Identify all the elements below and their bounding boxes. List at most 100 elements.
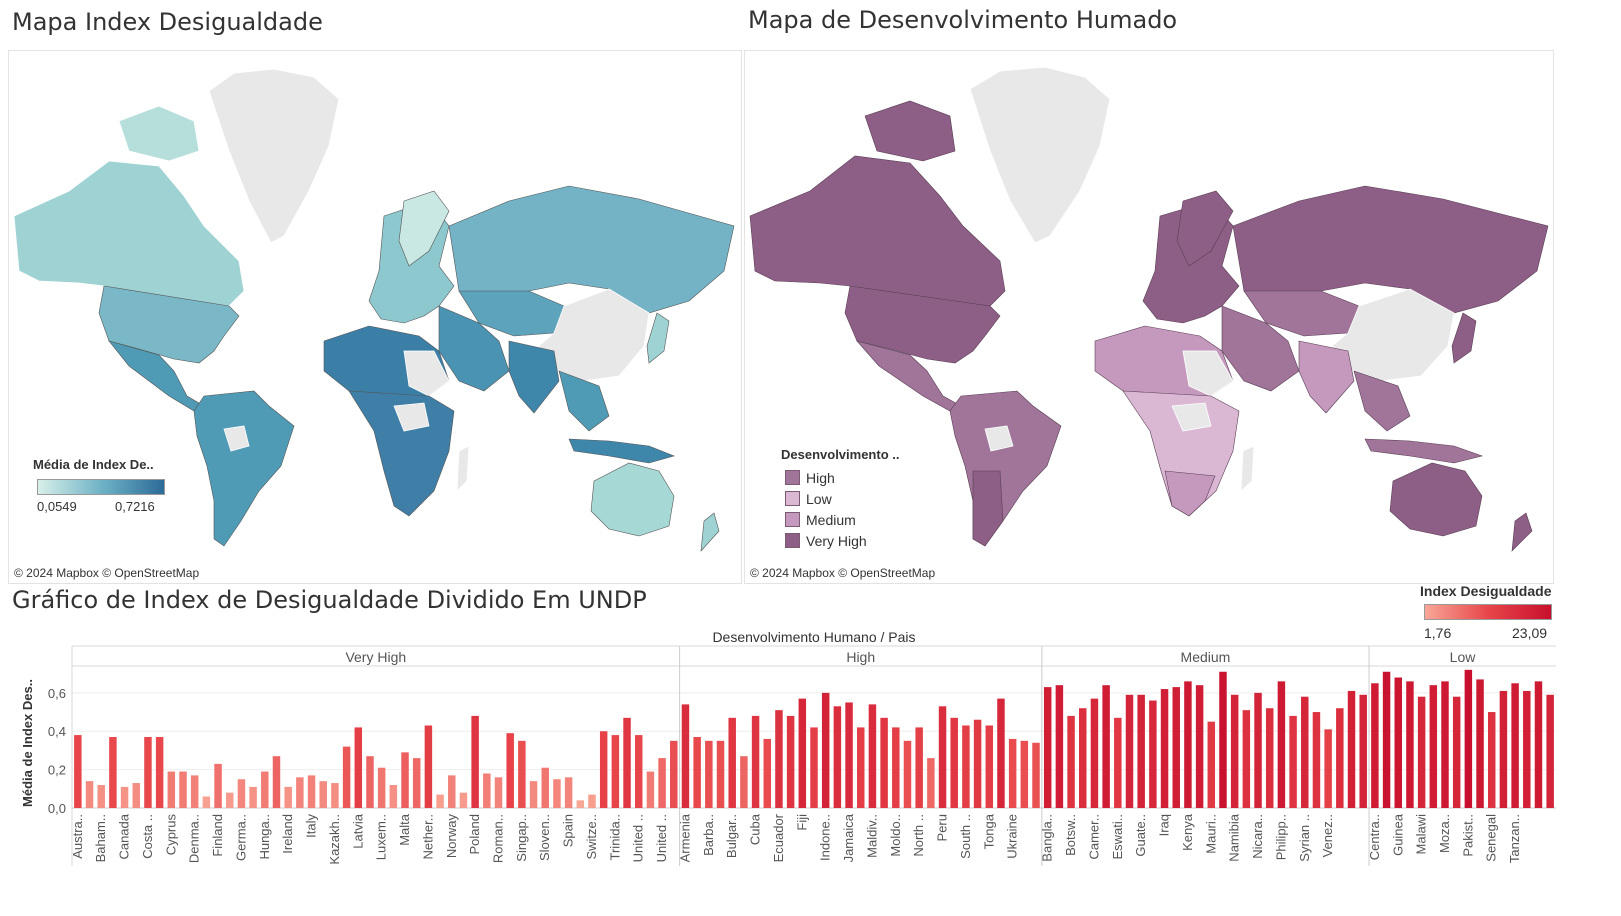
bar-low[interactable] bbox=[1417, 696, 1426, 808]
bar-low[interactable] bbox=[1452, 696, 1461, 808]
bar-very-high[interactable] bbox=[261, 771, 269, 808]
bar-medium[interactable] bbox=[1277, 681, 1286, 808]
group-header-high[interactable]: High bbox=[846, 649, 875, 665]
bar-low[interactable] bbox=[1382, 671, 1391, 808]
bar-chart[interactable]: Desenvolvimento Humano / Pais 0,0 0,2 0,4 0,… bbox=[0, 620, 1621, 916]
africa-center-nodata[interactable] bbox=[1171, 402, 1212, 432]
bar-high[interactable] bbox=[810, 727, 818, 808]
bar-medium[interactable] bbox=[1301, 696, 1309, 808]
bar-medium[interactable] bbox=[1347, 690, 1356, 808]
bar-medium[interactable] bbox=[1219, 671, 1227, 808]
bar-very-high[interactable] bbox=[599, 731, 608, 808]
bar-medium[interactable] bbox=[1184, 681, 1192, 808]
bar-medium[interactable] bbox=[1160, 689, 1169, 808]
bar-very-high[interactable] bbox=[85, 781, 94, 808]
bar-very-high[interactable] bbox=[272, 756, 281, 808]
middle-east[interactable] bbox=[438, 305, 510, 392]
bar-medium[interactable] bbox=[1114, 717, 1122, 808]
usa[interactable] bbox=[98, 285, 240, 364]
bar-very-high[interactable] bbox=[389, 784, 398, 808]
bar-very-high[interactable] bbox=[670, 740, 678, 808]
bar-very-high[interactable] bbox=[588, 794, 596, 808]
group-header-very-high[interactable]: Very High bbox=[345, 649, 406, 665]
bar-medium[interactable] bbox=[1125, 694, 1134, 808]
bar-high[interactable] bbox=[681, 704, 690, 808]
bar-high[interactable] bbox=[915, 727, 923, 808]
africa-nodata[interactable] bbox=[1182, 350, 1234, 397]
bar-high[interactable] bbox=[728, 717, 736, 808]
bar-low[interactable] bbox=[1499, 690, 1508, 808]
map2-legend-item-medium[interactable]: Medium bbox=[785, 509, 867, 530]
bar-very-high[interactable] bbox=[459, 792, 468, 808]
development-map-canvas[interactable] bbox=[745, 51, 1553, 583]
usa[interactable] bbox=[844, 285, 1001, 364]
bar-very-high[interactable] bbox=[623, 717, 631, 808]
bar-low[interactable] bbox=[1441, 681, 1449, 808]
bar-very-high[interactable] bbox=[553, 779, 561, 808]
bar-medium[interactable] bbox=[1102, 685, 1110, 808]
bar-very-high[interactable] bbox=[412, 758, 421, 808]
bar-medium[interactable] bbox=[1172, 687, 1180, 808]
bar-very-high[interactable] bbox=[494, 777, 503, 808]
southeast-asia[interactable] bbox=[1353, 370, 1411, 432]
bar-high[interactable] bbox=[1020, 740, 1029, 808]
bar-medium[interactable] bbox=[1055, 685, 1064, 808]
bar-very-high[interactable] bbox=[401, 752, 409, 808]
bar-high[interactable] bbox=[786, 715, 795, 808]
bar-high[interactable] bbox=[857, 727, 865, 808]
madagascar[interactable] bbox=[456, 445, 470, 493]
bar-medium[interactable] bbox=[1090, 698, 1099, 808]
bar-low[interactable] bbox=[1523, 690, 1531, 808]
bar-medium[interactable] bbox=[1137, 694, 1145, 808]
canada-islands[interactable] bbox=[864, 100, 956, 162]
bar-high[interactable] bbox=[821, 692, 830, 808]
new-zealand[interactable] bbox=[700, 512, 720, 552]
bar-low[interactable] bbox=[1406, 681, 1414, 808]
bar-very-high[interactable] bbox=[611, 735, 620, 808]
bar-very-high[interactable] bbox=[448, 775, 456, 808]
bar-very-high[interactable] bbox=[237, 779, 246, 808]
bar-very-high[interactable] bbox=[144, 737, 152, 808]
bar-very-high[interactable] bbox=[518, 740, 526, 808]
bar-high[interactable] bbox=[985, 725, 994, 808]
south-america[interactable] bbox=[949, 390, 1062, 547]
bar-medium[interactable] bbox=[1230, 694, 1239, 808]
bar-medium[interactable] bbox=[1359, 694, 1367, 808]
southern-cone[interactable] bbox=[972, 470, 1004, 547]
bar-high[interactable] bbox=[833, 706, 842, 808]
bolivia-nodata[interactable] bbox=[984, 425, 1014, 452]
africa-far-south[interactable] bbox=[1164, 470, 1216, 517]
north-america-north[interactable] bbox=[749, 155, 1006, 307]
bar-medium[interactable] bbox=[1207, 721, 1216, 808]
bar-high[interactable] bbox=[962, 725, 970, 808]
bar-high[interactable] bbox=[1008, 738, 1017, 808]
bar-very-high[interactable] bbox=[541, 767, 549, 808]
bar-very-high[interactable] bbox=[202, 796, 211, 808]
bar-medium[interactable] bbox=[1079, 708, 1087, 808]
bar-very-high[interactable] bbox=[132, 783, 141, 808]
bar-very-high[interactable] bbox=[634, 735, 643, 808]
bar-high[interactable] bbox=[1032, 742, 1040, 808]
bar-high[interactable] bbox=[716, 740, 725, 808]
china-nodata[interactable] bbox=[538, 288, 650, 382]
bar-medium[interactable] bbox=[1242, 710, 1251, 808]
india[interactable] bbox=[1298, 340, 1355, 414]
bar-high[interactable] bbox=[892, 727, 900, 808]
bar-high[interactable] bbox=[880, 717, 888, 808]
bar-very-high[interactable] bbox=[354, 727, 363, 808]
bar-very-high[interactable] bbox=[179, 771, 187, 808]
australia[interactable] bbox=[590, 462, 675, 537]
bar-high[interactable] bbox=[798, 698, 807, 808]
bar-medium[interactable] bbox=[1312, 712, 1321, 808]
bar-very-high[interactable] bbox=[377, 767, 386, 808]
greenland[interactable] bbox=[208, 68, 340, 244]
bar-very-high[interactable] bbox=[97, 784, 105, 808]
india[interactable] bbox=[508, 340, 560, 414]
bar-very-high[interactable] bbox=[296, 777, 304, 808]
south-america[interactable] bbox=[193, 390, 295, 547]
bar-medium[interactable] bbox=[1254, 692, 1262, 808]
bar-high[interactable] bbox=[693, 737, 701, 808]
bar-very-high[interactable] bbox=[155, 737, 164, 808]
new-zealand[interactable] bbox=[1511, 512, 1533, 552]
bar-high[interactable] bbox=[903, 740, 912, 808]
